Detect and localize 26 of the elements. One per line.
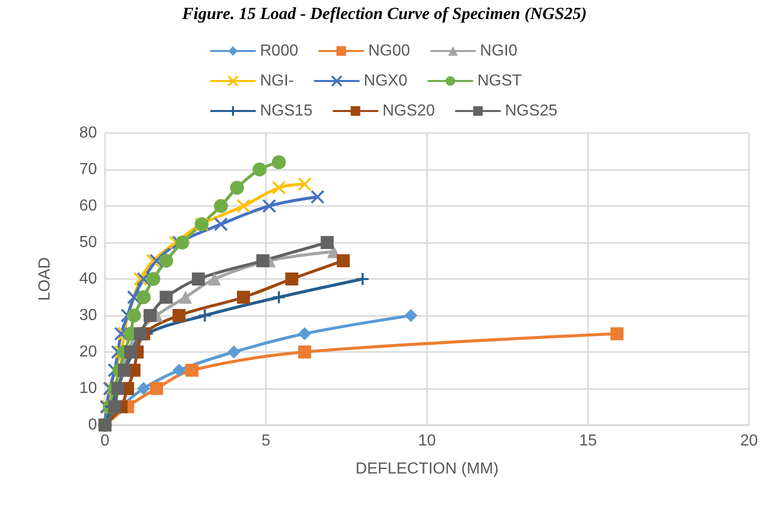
legend-label: NGST [477, 72, 522, 90]
legend-label: NGI0 [480, 42, 518, 60]
x-tick-label: 20 [740, 432, 758, 450]
legend-label: NGS20 [382, 102, 436, 120]
y-tick-label: 40 [79, 270, 98, 288]
y-tick-label: 60 [79, 198, 98, 214]
y-tick-label: 0 [88, 416, 98, 434]
y-tick-label: 10 [79, 380, 98, 397]
x-tick-label: 5 [262, 432, 271, 450]
x-axis-title: DEFLECTION (MM) [355, 460, 499, 478]
x-tick-label: 0 [100, 432, 110, 450]
y-axis-title: LOAD [36, 257, 54, 301]
legend-label: NG00 [368, 42, 410, 60]
y-tick-label: 20 [79, 344, 98, 360]
y-tick-label: 70 [79, 161, 98, 178]
x-tick-label: 15 [579, 432, 597, 450]
x-tick-label: 10 [418, 432, 436, 450]
legend-label: NGI- [260, 72, 294, 90]
legend-label: NGX0 [364, 72, 408, 90]
y-tick-label: 80 [79, 124, 98, 142]
legend-label: R000 [260, 42, 298, 60]
legend-label: NGS25 [504, 102, 558, 120]
y-tick-label: 50 [79, 234, 98, 251]
legend-label: NGS15 [260, 102, 313, 120]
chart-title: Figure. 15 Load - Deflection Curve of Specimen (NGS25) [181, 4, 587, 23]
y-tick-label: 30 [79, 307, 98, 324]
